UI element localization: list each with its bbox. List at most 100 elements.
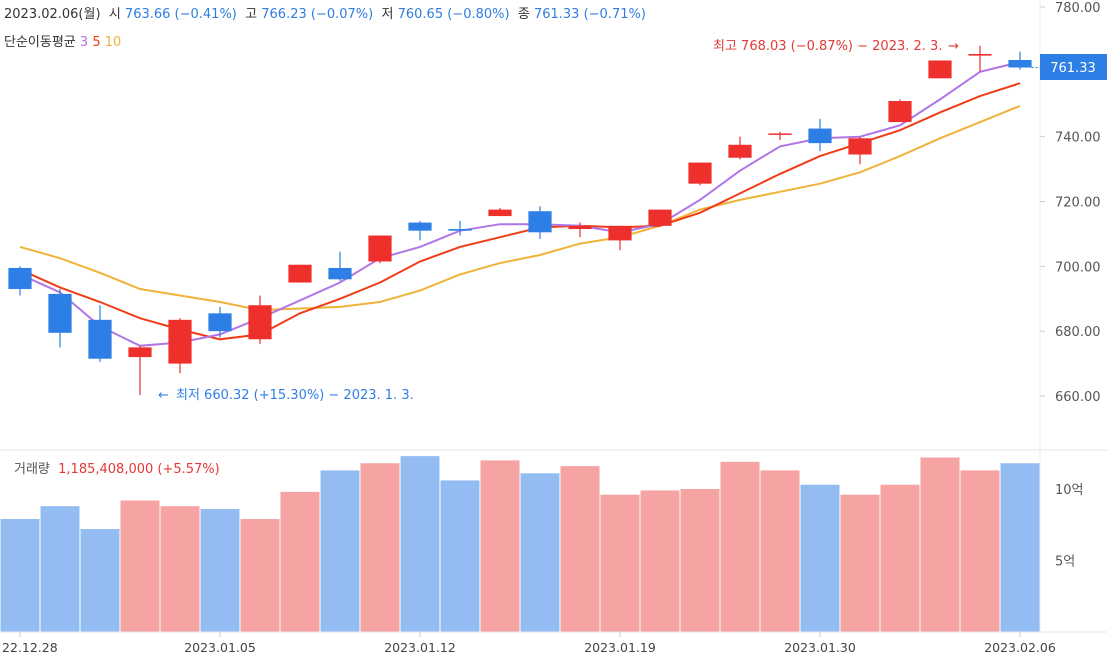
volume-legend: 거래량 1,185,408,000 (+5.57%) [14, 458, 220, 477]
volume-legend-value: 1,185,408,000 (+5.57%) [58, 462, 220, 477]
candle-body [528, 211, 552, 233]
candle [808, 118, 832, 152]
candle-body [808, 128, 832, 144]
volume-bar [40, 506, 80, 632]
candle [88, 305, 112, 362]
time-tick-label: 2023.02.06 [984, 640, 1056, 655]
volume-bar [680, 489, 720, 632]
volume-bars [0, 456, 1040, 632]
volume-bar [160, 506, 200, 632]
candle-body [608, 225, 632, 241]
ma-legend-label: 단순이동평균 [4, 35, 76, 50]
candle [208, 306, 232, 338]
ma3-line [19, 61, 1021, 347]
price-tick-label: 780.00 [1055, 1, 1101, 16]
candle [968, 45, 992, 72]
candle-body [1008, 59, 1032, 68]
volume-bar [480, 460, 520, 632]
volume-bar [600, 494, 640, 632]
candle [248, 295, 272, 345]
ma5-legend: 5 [92, 35, 101, 50]
high-annotation-label: 최고 768.03 (−0.87%) − 2023. 2. 3. [713, 39, 942, 54]
candle-body [768, 133, 792, 135]
candle [328, 251, 352, 281]
high-annotation: 최고 768.03 (−0.87%) − 2023. 2. 3. → [713, 39, 959, 54]
time-tick-label: 2023.01.19 [584, 640, 656, 655]
volume-bar [520, 473, 560, 632]
open-value: 763.66 (−0.41%) [124, 7, 237, 22]
candle-body [248, 305, 272, 340]
candle-body [968, 54, 992, 56]
candle-body [568, 225, 592, 230]
candle-body [728, 144, 752, 158]
candle [528, 206, 552, 239]
ma10-line [19, 104, 1021, 312]
candlesticks [8, 45, 1032, 395]
volume-bar [360, 463, 400, 632]
low-label: 저 [381, 7, 394, 22]
candle [168, 318, 192, 374]
volume-bar [720, 461, 760, 632]
header-date: 2023.02.06(월) [4, 7, 101, 22]
ma5-line [19, 82, 1021, 341]
low-annotation-label: 최저 660.32 (+15.30%) − 2023. 1. 3. [176, 388, 414, 403]
volume-bar [560, 466, 600, 632]
candle [128, 345, 152, 395]
volume-bar [200, 509, 240, 632]
candle [648, 209, 672, 226]
candle-body [488, 209, 512, 217]
low-value: 760.65 (−0.80%) [397, 7, 510, 22]
candle-body [448, 229, 472, 231]
candle [568, 222, 592, 238]
candle-body [848, 138, 872, 155]
candle-body [328, 267, 352, 280]
left-arrow-icon: ← [158, 388, 169, 403]
volume-bar [240, 519, 280, 632]
ma3-legend: 3 [79, 35, 89, 50]
candle-body [288, 264, 312, 283]
candle [1008, 51, 1032, 70]
candle-body [8, 267, 32, 290]
candle-body [648, 209, 672, 226]
candle [448, 220, 472, 236]
candle-body [888, 101, 912, 123]
current-price-value: 761.33 [1050, 61, 1096, 76]
volume-bar [120, 500, 160, 632]
candle-body [928, 60, 952, 79]
volume-tick-label: 10억 [1055, 483, 1084, 498]
price-tick-label: 680.00 [1055, 325, 1101, 340]
high-label: 고 [245, 7, 258, 22]
current-price-badge: 761.33 [1040, 54, 1107, 80]
close-value: 761.33 (−0.71%) [533, 7, 646, 22]
volume-bar [760, 470, 800, 632]
volume-bar [840, 494, 880, 632]
time-tick-label: 22.12.28 [2, 640, 58, 655]
candle-body [208, 313, 232, 332]
right-arrow-icon: → [948, 39, 959, 54]
volume-bar [80, 529, 120, 632]
price-tick-label: 720.00 [1055, 196, 1101, 211]
candle-body [688, 162, 712, 184]
price-tick-label: 700.00 [1055, 260, 1101, 275]
candle-body [48, 293, 72, 333]
volume-bar [880, 484, 920, 632]
candle-body [408, 222, 432, 231]
candle [608, 225, 632, 251]
moving-average-lines [19, 61, 1021, 347]
candle [48, 289, 72, 348]
volume-bar [640, 490, 680, 632]
candle [768, 131, 792, 140]
close-label: 종 [517, 7, 530, 22]
candle [848, 136, 872, 165]
candle-body [168, 319, 192, 364]
candle [288, 264, 312, 283]
candle [488, 207, 512, 217]
volume-bar [1000, 463, 1040, 632]
time-tick-label: 2023.01.05 [184, 640, 256, 655]
candle [728, 136, 752, 160]
candle [928, 60, 952, 79]
volume-legend-label: 거래량 [14, 462, 50, 477]
price-tick-label: 740.00 [1055, 131, 1101, 146]
candle [888, 99, 912, 123]
